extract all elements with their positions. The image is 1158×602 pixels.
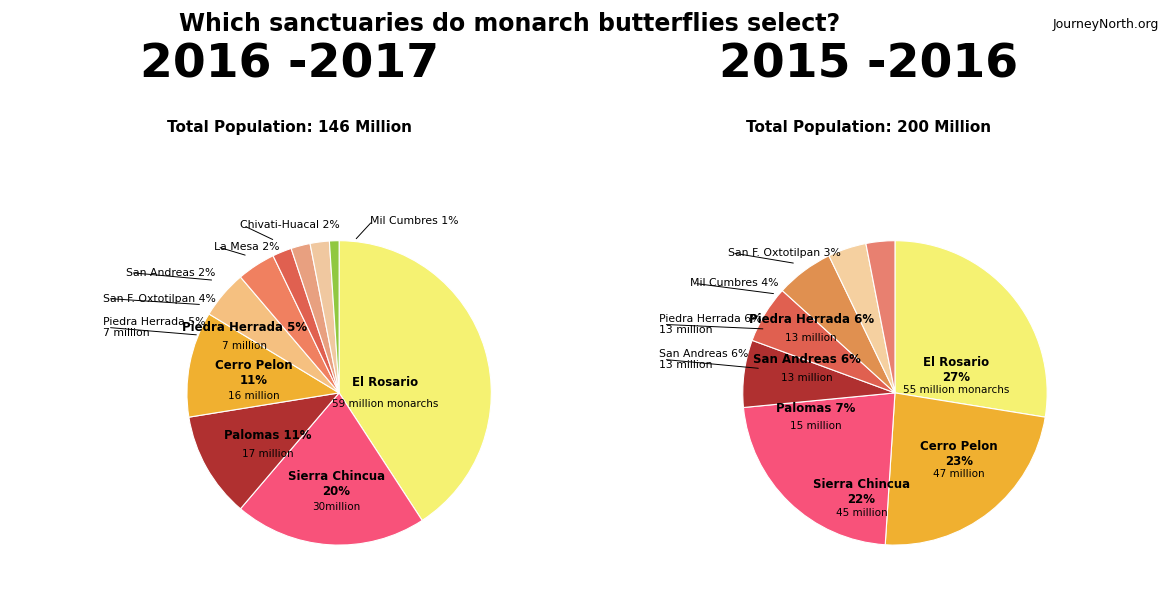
Text: Piedra Herrada 6%: Piedra Herrada 6% xyxy=(749,313,874,326)
Text: 15 million: 15 million xyxy=(790,421,842,432)
Wedge shape xyxy=(742,340,895,408)
Text: 17 million: 17 million xyxy=(242,448,293,459)
Wedge shape xyxy=(743,393,895,545)
Text: San Andreas 2%: San Andreas 2% xyxy=(126,268,215,278)
Text: Cerro Pelon
11%: Cerro Pelon 11% xyxy=(215,359,293,387)
Text: 2015 -2016: 2015 -2016 xyxy=(719,42,1018,87)
Wedge shape xyxy=(241,256,339,393)
Text: Total Population: 200 Million: Total Population: 200 Million xyxy=(746,120,991,135)
Text: El Rosario
27%: El Rosario 27% xyxy=(923,356,989,384)
Wedge shape xyxy=(241,393,423,545)
Wedge shape xyxy=(339,241,491,521)
Text: Mil Cumbres 4%: Mil Cumbres 4% xyxy=(689,278,778,288)
Text: Total Population: 146 Million: Total Population: 146 Million xyxy=(167,120,412,135)
Text: Piedra Herrada 5%: Piedra Herrada 5% xyxy=(182,321,307,334)
Wedge shape xyxy=(186,314,339,417)
Wedge shape xyxy=(291,243,339,393)
Wedge shape xyxy=(189,393,339,509)
Wedge shape xyxy=(783,256,895,393)
Wedge shape xyxy=(885,393,1046,545)
Text: El Rosario: El Rosario xyxy=(352,376,418,389)
Wedge shape xyxy=(208,277,339,393)
Wedge shape xyxy=(753,291,895,393)
Text: Piedra Herrada 5%
7 million: Piedra Herrada 5% 7 million xyxy=(103,317,206,338)
Text: San Andreas 6%
13 million: San Andreas 6% 13 million xyxy=(659,349,748,370)
Wedge shape xyxy=(895,241,1047,417)
Text: Cerro Pelon
23%: Cerro Pelon 23% xyxy=(921,440,998,468)
Wedge shape xyxy=(329,241,339,393)
Text: Palomas 7%: Palomas 7% xyxy=(776,402,856,415)
Text: 59 million monarchs: 59 million monarchs xyxy=(331,399,438,409)
Text: 30million: 30million xyxy=(312,502,360,512)
Text: Sierra Chincua
20%: Sierra Chincua 20% xyxy=(287,470,384,498)
Text: 13 million: 13 million xyxy=(780,373,833,383)
Text: Chivati-Huacal 2%: Chivati-Huacal 2% xyxy=(240,220,340,231)
Text: 45 million: 45 million xyxy=(836,508,887,518)
Text: La Mesa 2%: La Mesa 2% xyxy=(214,242,280,252)
Text: San F. Oxtotilpan 4%: San F. Oxtotilpan 4% xyxy=(103,294,217,303)
Text: 47 million: 47 million xyxy=(933,468,984,479)
Text: 55 million monarchs: 55 million monarchs xyxy=(902,385,1009,395)
Wedge shape xyxy=(829,243,895,393)
Text: 2016 -2017: 2016 -2017 xyxy=(140,42,439,87)
Text: Which sanctuaries do monarch butterflies select?: Which sanctuaries do monarch butterflies… xyxy=(179,12,840,36)
Text: Mil Cumbres 1%: Mil Cumbres 1% xyxy=(369,216,459,226)
Wedge shape xyxy=(310,241,339,393)
Text: Sierra Chincua
22%: Sierra Chincua 22% xyxy=(813,478,910,506)
Text: Piedra Herrada 6%
13 million: Piedra Herrada 6% 13 million xyxy=(659,314,762,335)
Wedge shape xyxy=(273,249,339,393)
Text: San F. Oxtotilpan 3%: San F. Oxtotilpan 3% xyxy=(727,248,841,258)
Wedge shape xyxy=(866,241,895,393)
Text: Palomas 11%: Palomas 11% xyxy=(223,429,312,442)
Text: 7 million: 7 million xyxy=(222,341,267,351)
Text: 13 million: 13 million xyxy=(785,333,837,343)
Text: 16 million: 16 million xyxy=(228,391,280,401)
Text: San Andreas 6%: San Andreas 6% xyxy=(753,353,860,366)
Text: JourneyNorth.org: JourneyNorth.org xyxy=(1053,18,1158,31)
